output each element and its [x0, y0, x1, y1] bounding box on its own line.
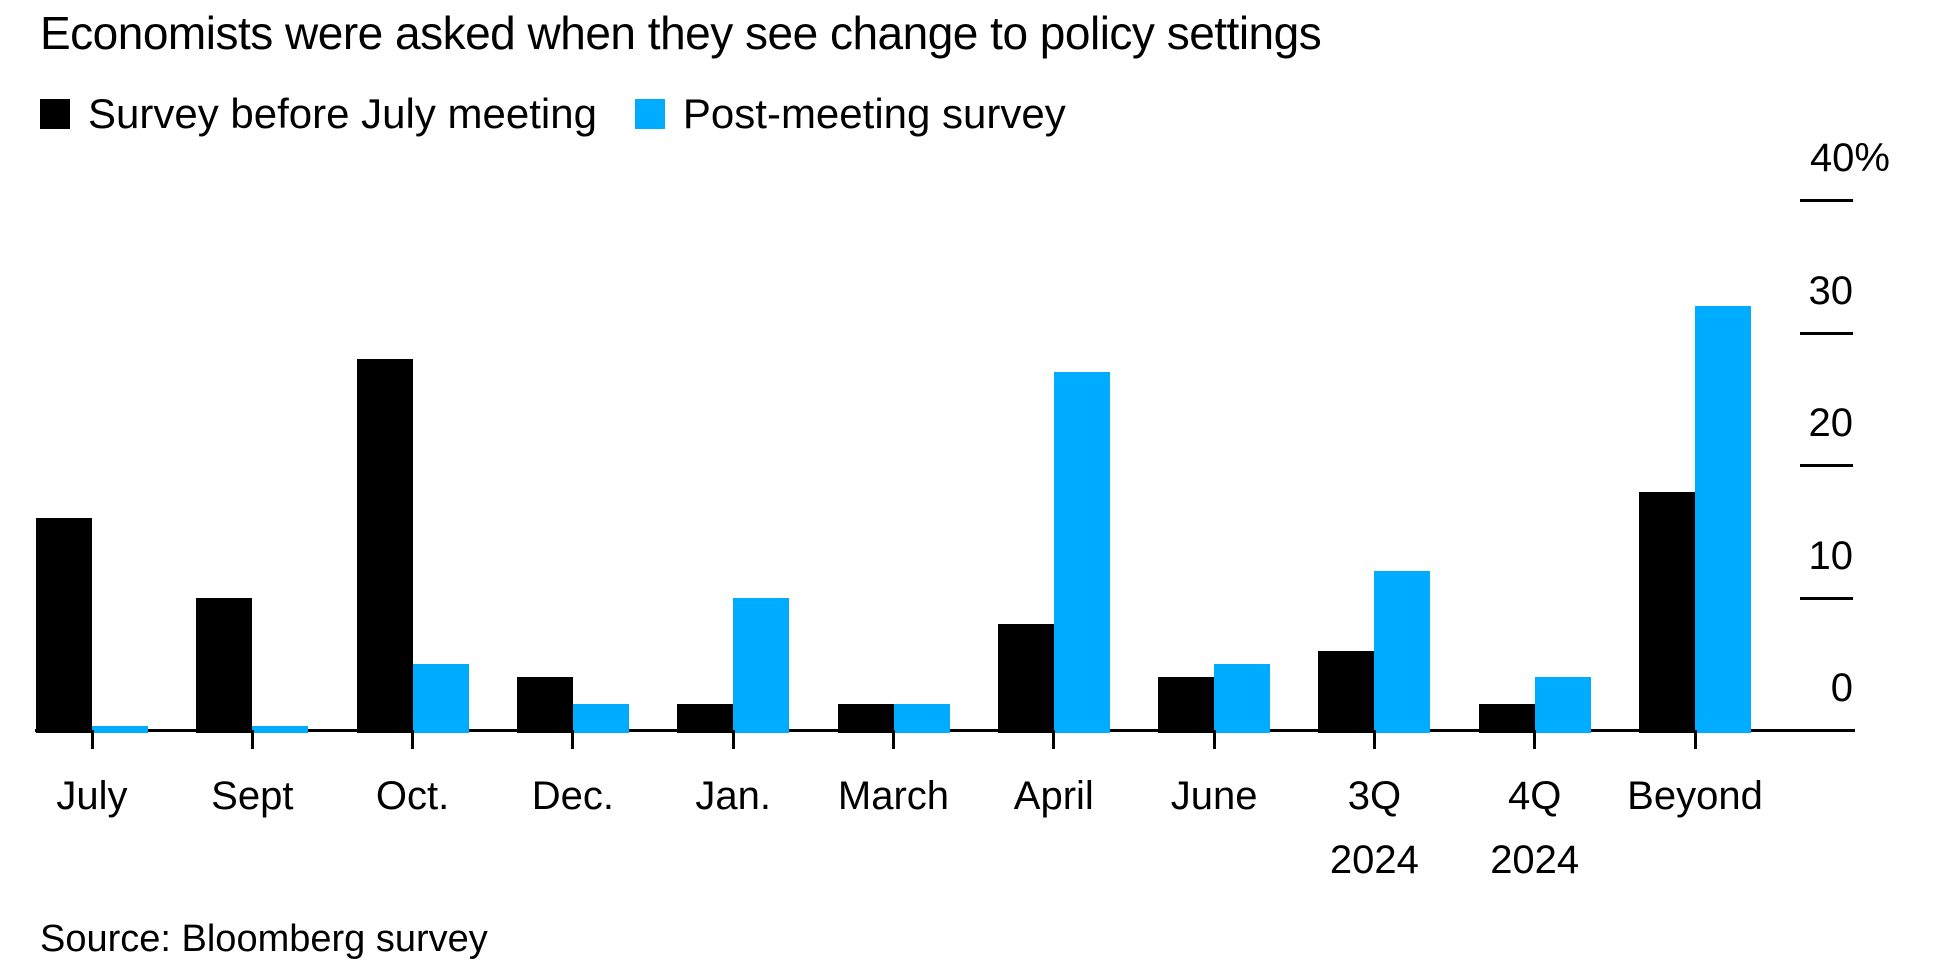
x-axis-label-line: June: [1170, 774, 1258, 818]
bar-before-Oct-: [356, 359, 413, 733]
x-axis-label-line: 2024: [1490, 838, 1580, 882]
bar-post-Oct-: [412, 663, 469, 733]
bar-before-Beyond: [1639, 491, 1695, 733]
x-axis-label: April: [944, 764, 1164, 828]
x-axis-tick: [1533, 730, 1537, 749]
x-axis-label-line: 4Q: [1508, 774, 1562, 818]
bar-post-June: [1214, 663, 1271, 733]
x-axis-label-line: Jan.: [695, 774, 771, 818]
bar-before-April: [997, 624, 1054, 733]
legend: Survey before July meeting Post-meeting …: [40, 92, 1066, 136]
x-axis-label: 3Q 2024: [1264, 764, 1484, 892]
bar-before-July: [36, 518, 92, 733]
bar-post-Jan-: [733, 597, 790, 733]
y-axis-tick: [1800, 331, 1853, 335]
x-axis-label: Sept: [142, 764, 362, 828]
x-axis-label: Beyond: [1585, 764, 1805, 828]
x-axis-tick: [1693, 730, 1697, 749]
y-axis-label: 20: [1808, 401, 1854, 445]
bar-before-Sept: [196, 597, 253, 733]
bar-before-4Q-2024: [1478, 703, 1535, 733]
bar-post-3Q-2024: [1374, 571, 1431, 733]
x-axis-tick: [1372, 730, 1376, 749]
bar-before-Dec-: [516, 677, 573, 733]
bar-post-Sept: [252, 726, 309, 733]
bar-post-Dec-: [572, 703, 629, 733]
legend-item-before-survey: Survey before July meeting: [40, 92, 597, 136]
y-axis-tick: [1800, 199, 1853, 202]
x-axis-label: Jan.: [623, 764, 843, 828]
x-axis-tick: [571, 730, 575, 749]
page-title: Economists were asked when they see chan…: [40, 7, 1322, 59]
x-axis-label-line: 3Q: [1347, 774, 1402, 818]
legend-swatch-blue-icon: [634, 99, 665, 129]
x-axis-tick: [731, 730, 735, 749]
source-note: Source: Bloomberg survey: [40, 918, 488, 960]
x-axis-label-line: Oct.: [375, 774, 450, 818]
x-axis-tick: [892, 730, 895, 749]
legend-item-post-survey: Post-meeting survey: [634, 90, 1066, 137]
bar-before-March: [837, 703, 894, 733]
x-axis-tick: [411, 730, 415, 749]
x-axis-label-line: Dec.: [531, 774, 615, 818]
y-axis-tick: [1800, 596, 1853, 600]
bar-post-4Q-2024: [1534, 677, 1591, 733]
bar-post-Beyond: [1695, 306, 1751, 733]
bar-before-June: [1158, 677, 1215, 733]
y-axis-label: 40%: [1809, 136, 1890, 180]
bar-before-3Q-2024: [1318, 650, 1375, 733]
x-axis-label-line: July: [56, 774, 128, 818]
bar-post-July: [92, 726, 148, 733]
y-axis-label: 10: [1808, 533, 1854, 578]
x-axis-label-line: April: [1013, 774, 1094, 818]
x-axis-label-line: Beyond: [1627, 774, 1763, 818]
legend-swatch-black-icon: [40, 99, 70, 129]
legend-label-post-survey: Post-meeting survey: [682, 90, 1066, 137]
x-axis-tick: [250, 730, 254, 749]
x-axis-label: Dec.: [463, 764, 683, 828]
y-axis-label: 0: [1830, 666, 1853, 710]
x-axis-tick: [1052, 730, 1056, 749]
x-axis-label: July: [0, 764, 202, 828]
x-axis-label: Oct.: [303, 764, 523, 828]
x-axis-label: June: [1104, 764, 1324, 828]
y-axis-tick: [1800, 464, 1853, 467]
x-axis-tick: [90, 730, 94, 749]
x-axis-label-line: 2024: [1329, 838, 1419, 882]
x-axis-label: 4Q 2024: [1425, 764, 1645, 892]
bar-post-April: [1053, 372, 1110, 733]
y-axis-label: 30: [1808, 268, 1854, 313]
bar-post-March: [893, 703, 950, 733]
legend-label-before-survey: Survey before July meeting: [88, 90, 597, 137]
x-axis-label-line: Sept: [211, 774, 294, 818]
bar-before-Jan-: [677, 703, 734, 733]
x-axis-label-line: March: [837, 774, 950, 818]
x-axis-label: March: [784, 764, 1004, 828]
x-axis-tick: [1212, 730, 1216, 749]
